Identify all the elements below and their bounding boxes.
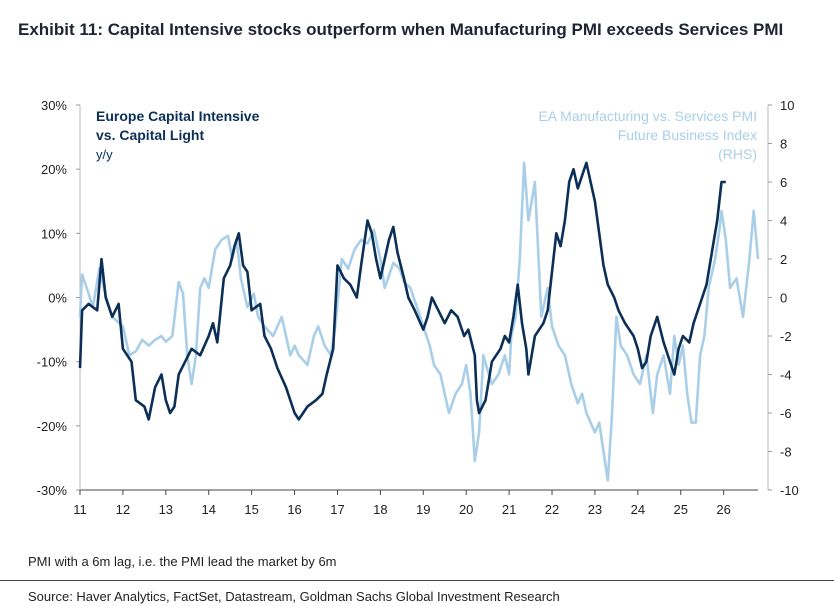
right-tick-label: 6 — [780, 175, 787, 190]
left-tick-label: 0% — [48, 291, 67, 306]
source-note: Source: Haver Analytics, FactSet, Datast… — [28, 589, 560, 604]
right-tick-label: 2 — [780, 252, 787, 267]
chart-svg: 30%20%10%0%-10%-20%-30% 1086420-2-4-6-8-… — [37, 98, 799, 517]
left-tick-label: -30% — [37, 483, 68, 498]
dark-series-label: vs. Capital Light — [96, 127, 204, 143]
left-tick-label: 10% — [41, 226, 67, 241]
divider — [0, 580, 834, 581]
right-axis: 10 8 6 4 2 0 -2 -4 -6 -8 -10 — [768, 98, 799, 498]
left-tick-label: -10% — [37, 355, 68, 370]
x-tick-label: 20 — [459, 502, 473, 517]
light-series-label: EA Manufacturing vs. Services PMI — [538, 108, 757, 124]
right-tick-label: 0 — [780, 291, 787, 306]
x-axis: 11 12 13 14 15 16 17 18 19 20 21 22 23 24 25 26 — [73, 490, 731, 517]
x-tick-label: 19 — [416, 502, 430, 517]
right-tick-label: 10 — [780, 98, 794, 113]
x-tick-label: 21 — [502, 502, 516, 517]
x-tick-label: 23 — [588, 502, 602, 517]
right-tick-label: 8 — [780, 137, 787, 152]
capital-intensive-series-path — [78, 161, 726, 421]
x-tick-label: 11 — [73, 502, 87, 517]
x-tick-label: 16 — [287, 502, 301, 517]
x-tick-label: 22 — [545, 502, 559, 517]
right-tick-label: 4 — [780, 214, 787, 229]
left-tick-label: -20% — [37, 419, 68, 434]
light-series-label: (RHS) — [718, 146, 757, 162]
right-tick-label: -2 — [780, 329, 792, 344]
x-tick-label: 13 — [159, 502, 173, 517]
series-capital-intensive-line — [78, 161, 726, 421]
right-tick-label: -10 — [780, 483, 799, 498]
pmi-series-path — [78, 161, 760, 482]
dark-series-label: Europe Capital Intensive — [96, 108, 260, 124]
chart-title: Exhibit 11: Capital Intensive stocks out… — [18, 20, 784, 39]
series-pmi-line — [78, 161, 760, 482]
right-tick-label: -6 — [780, 406, 792, 421]
series-labels: Europe Capital Intensive vs. Capital Ligh… — [96, 108, 757, 162]
footnote: PMI with a 6m lag, i.e. the PMI lead the… — [28, 554, 337, 569]
x-tick-label: 26 — [716, 502, 730, 517]
left-axis: 30% 20% 10% 0% -10% -20% -30% — [37, 98, 80, 498]
x-tick-label: 17 — [330, 502, 344, 517]
x-tick-label: 25 — [674, 502, 688, 517]
right-tick-label: -8 — [780, 445, 792, 460]
x-tick-label: 24 — [631, 502, 645, 517]
light-series-label: Future Business Index — [618, 127, 757, 143]
x-tick-label: 12 — [116, 502, 130, 517]
left-tick-label: 20% — [41, 162, 67, 177]
dark-series-unit: y/y — [96, 147, 113, 162]
right-tick-label: -4 — [780, 368, 792, 383]
left-tick-label: 30% — [41, 98, 67, 113]
x-tick-label: 15 — [244, 502, 258, 517]
x-tick-label: 18 — [373, 502, 387, 517]
x-tick-label: 14 — [201, 502, 215, 517]
